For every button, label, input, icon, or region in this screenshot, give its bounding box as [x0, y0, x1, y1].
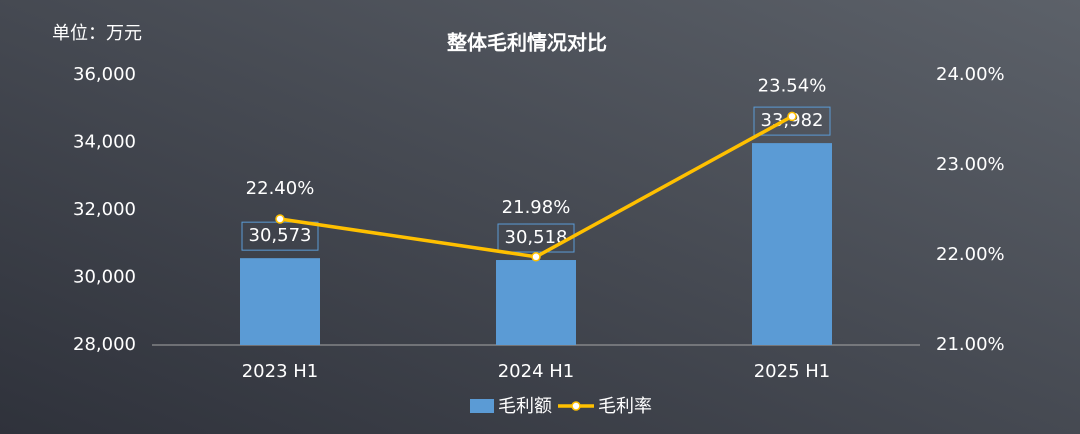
line-value-label: 21.98%	[502, 197, 571, 218]
y2-tick-label: 24.00%	[936, 64, 1005, 85]
unit-label: 单位：万元	[52, 23, 142, 44]
line-point	[275, 214, 285, 224]
y-tick-label: 32,000	[73, 199, 136, 220]
bar-value-label: 30,573	[249, 225, 312, 246]
line-point	[787, 111, 797, 122]
bar	[752, 143, 832, 345]
y2-tick-label: 22.00%	[936, 244, 1005, 265]
legend-swatch-point	[571, 401, 581, 411]
x-tick-label: 2025 H1	[754, 361, 831, 382]
y2-tick-label: 21.00%	[936, 334, 1005, 355]
y-tick-label: 30,000	[73, 267, 136, 288]
x-tick-label: 2023 H1	[242, 361, 319, 382]
y2-tick-label: 23.00%	[936, 154, 1005, 175]
line-value-label: 23.54%	[758, 75, 827, 96]
legend-label: 毛利率	[598, 396, 652, 417]
y-tick-label: 34,000	[73, 132, 136, 153]
y-tick-label: 36,000	[73, 64, 136, 85]
value-label-box	[497, 223, 575, 253]
line-point	[531, 252, 541, 262]
chart-title: 整体毛利情况对比	[446, 31, 607, 55]
x-tick-label: 2024 H1	[498, 361, 575, 382]
y-tick-label: 28,000	[73, 334, 136, 355]
bar-value-label: 30,518	[505, 227, 568, 248]
bar	[240, 258, 320, 345]
bar	[496, 260, 576, 345]
value-label-box	[753, 106, 831, 136]
line-value-label: 22.40%	[246, 178, 315, 199]
legend-label: 毛利额	[498, 396, 552, 417]
legend-swatch	[470, 399, 494, 413]
